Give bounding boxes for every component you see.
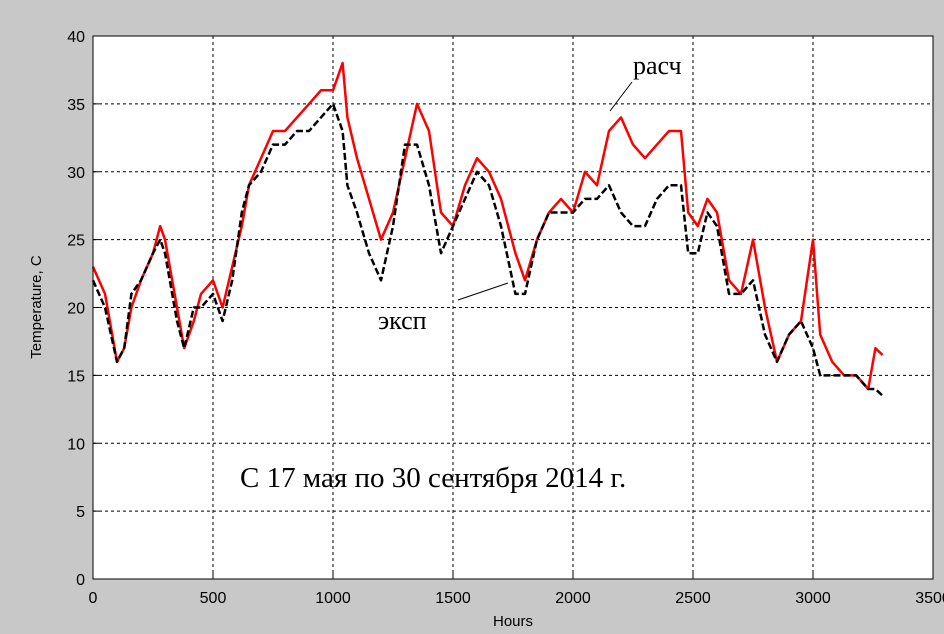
- y-axis-label: Temperature, C: [28, 255, 45, 359]
- y-tick-label: 5: [76, 504, 85, 521]
- x-tick-label: 1500: [435, 590, 471, 607]
- y-tick-label: 35: [67, 97, 85, 114]
- x-tick-label: 0: [89, 590, 98, 607]
- x-tick-label: 3000: [795, 590, 831, 607]
- y-tick-label: 15: [67, 368, 85, 385]
- x-tick-label: 2000: [555, 590, 591, 607]
- date-range-annotation: С 17 мая по 30 сентября 2014 г.: [240, 462, 626, 494]
- x-tick-label: 1000: [315, 590, 351, 607]
- y-tick-label: 10: [67, 436, 85, 453]
- y-tick-label: 40: [67, 29, 85, 46]
- x-tick-label: 2500: [675, 590, 711, 607]
- x-tick-label: 500: [200, 590, 227, 607]
- y-tick-label: 0: [76, 572, 85, 589]
- y-tick-label: 25: [67, 233, 85, 250]
- annotation-eksp: эксп: [378, 306, 427, 335]
- annotation-rasch: расч: [633, 51, 682, 80]
- x-axis-label: Hours: [493, 613, 533, 630]
- y-tick-label: 30: [67, 165, 85, 182]
- y-tick-label: 20: [67, 301, 85, 318]
